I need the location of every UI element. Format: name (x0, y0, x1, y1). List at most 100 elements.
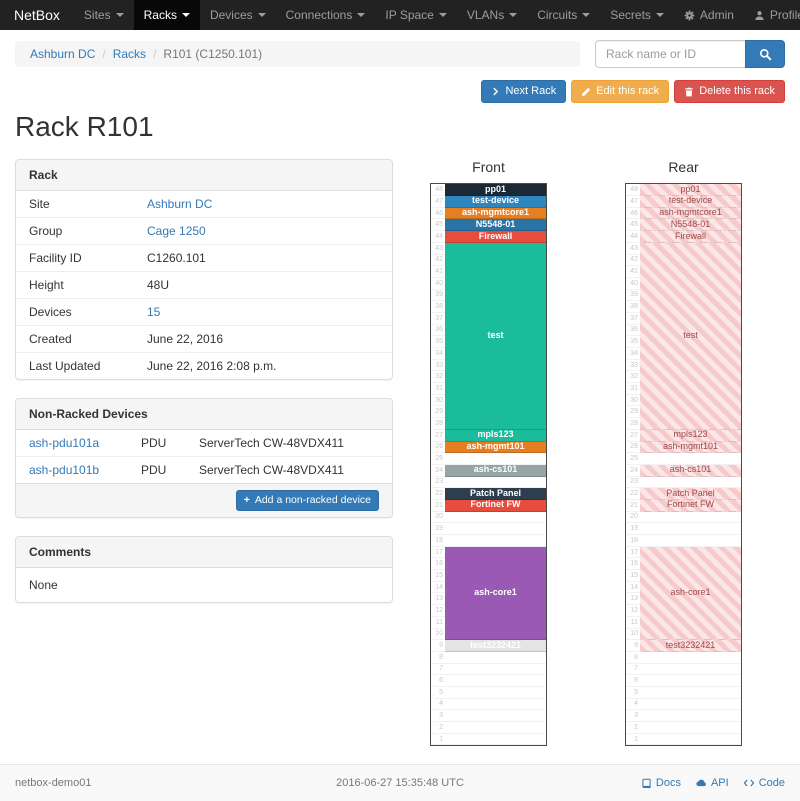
rack-unit-slot[interactable]: 7 (626, 664, 741, 676)
attr-value-link[interactable]: Ashburn DC (147, 197, 213, 212)
cloud-icon (696, 780, 706, 787)
device-test-device[interactable]: test-device (445, 196, 546, 208)
device-n5548-01[interactable]: N5548-01 (640, 219, 741, 232)
rack-unit-slot[interactable]: 5 (431, 687, 546, 699)
footer-link-label: API (710, 777, 729, 790)
nav-item-secrets[interactable]: Secrets (600, 0, 674, 30)
search-button[interactable] (745, 40, 785, 68)
device-fortinet-fw[interactable]: Fortinet FW (445, 499, 546, 512)
rack-unit-slot[interactable]: 23 (431, 477, 546, 489)
rack-unit-slot[interactable]: 7 (431, 664, 546, 676)
rack-unit-slot[interactable]: 19 (626, 523, 741, 536)
breadcrumb-link-racks[interactable]: Racks (112, 47, 147, 61)
device-test3232421[interactable]: test3232421 (640, 640, 741, 652)
nav-item-vlans[interactable]: VLANs (457, 0, 527, 30)
footer-link-label: Docs (655, 777, 681, 790)
rack-unit-slot[interactable]: 1 (626, 734, 741, 746)
unit-number: 33 (435, 361, 443, 369)
rack-unit-slot[interactable]: 2 (431, 722, 546, 734)
rack-unit-slot[interactable]: 4 (626, 699, 741, 711)
device-test-device[interactable]: test-device (640, 196, 741, 208)
nav-item-connections[interactable]: Connections (276, 0, 376, 30)
nav-profile[interactable]: Profile (744, 0, 800, 30)
attr-value-link[interactable]: 15 (147, 305, 161, 320)
device-link[interactable]: ash-pdu101a (29, 436, 100, 451)
rack-unit-slot[interactable]: 2 (626, 722, 741, 734)
attr-value: June 22, 2016 (134, 325, 392, 353)
rack-unit-slot[interactable]: 4 (431, 699, 546, 711)
rack-unit-slot[interactable]: 18 (626, 535, 741, 547)
breadcrumb-divider: / (102, 47, 106, 61)
nav-item-racks[interactable]: Racks (133, 0, 200, 30)
attr-label: Site (29, 197, 50, 212)
nav-item-circuits[interactable]: Circuits (527, 0, 600, 30)
edit-rack-button[interactable]: Edit this rack (571, 80, 670, 104)
device-test[interactable]: test (640, 242, 741, 430)
nav-item-sites[interactable]: Sites (74, 0, 134, 30)
rack-unit-slot[interactable]: 8 (431, 652, 546, 664)
device-pp01[interactable]: pp01 (640, 184, 741, 197)
device-ash-core1[interactable]: ash-core1 (640, 546, 741, 641)
device-ash-mgmtcore1[interactable]: ash-mgmtcore1 (640, 207, 741, 220)
device-firewall[interactable]: Firewall (640, 231, 741, 243)
rack-unit-slot[interactable]: 25 (431, 453, 546, 465)
rack-unit-slot[interactable]: 3 (626, 710, 741, 723)
delete-rack-button[interactable]: Delete this rack (674, 80, 785, 104)
device-ash-cs101[interactable]: ash-cs101 (445, 464, 546, 477)
attr-value: 15 (134, 298, 392, 326)
device-test[interactable]: test (445, 242, 546, 430)
device-patch-panel[interactable]: Patch Panel (640, 488, 741, 500)
rack-unit-slot[interactable]: 6 (431, 675, 546, 687)
front-rack-frame: 48 47 46 45 44 43 42 41 40 39 38 37 36 35 34 33 32 31 30 29… (430, 183, 547, 747)
attr-value-link[interactable]: Cage 1250 (147, 224, 206, 239)
rack-unit-slot[interactable]: 1 (431, 734, 546, 746)
unit-number: 10 (435, 630, 443, 638)
rack-unit-slot[interactable]: 20 (626, 512, 741, 524)
device-pp01[interactable]: pp01 (445, 184, 546, 197)
footer-link-docs[interactable]: Docs (641, 777, 681, 789)
rack-attr-row: Last Updated June 22, 2016 2:08 p.m. (16, 352, 392, 380)
rack-unit-slot[interactable]: 8 (626, 652, 741, 664)
device-ash-mgmt101[interactable]: ash-mgmt101 (640, 441, 741, 454)
device-mpls123[interactable]: mpls123 (445, 429, 546, 442)
device-label: N5548-01 (670, 219, 711, 229)
next-rack-button[interactable]: Next Rack (481, 80, 567, 104)
device-firewall[interactable]: Firewall (445, 231, 546, 243)
rack-unit-slot[interactable]: 25 (626, 453, 741, 465)
search-input[interactable] (595, 40, 745, 68)
unit-number: 1 (634, 735, 638, 743)
rack-unit-slot[interactable]: 19 (431, 523, 546, 536)
rack-unit-slot[interactable]: 20 (431, 512, 546, 524)
unit-number: 29 (435, 408, 443, 416)
footer-link-api[interactable]: API (695, 777, 729, 789)
device-label: mpls123 (477, 429, 514, 440)
device-ash-mgmt101[interactable]: ash-mgmt101 (445, 441, 546, 454)
rack-unit-slot[interactable]: 23 (626, 477, 741, 489)
brand[interactable]: NetBox (14, 7, 60, 23)
device-n5548-01[interactable]: N5548-01 (445, 219, 546, 232)
unit-number: 29 (630, 408, 638, 416)
rack-unit-slot[interactable]: 18 (431, 535, 546, 547)
device-ash-core1[interactable]: ash-core1 (445, 546, 546, 641)
device-ash-cs101[interactable]: ash-cs101 (640, 464, 741, 477)
breadcrumb-link-ashburn-dc[interactable]: Ashburn DC (30, 47, 96, 61)
rack-unit-slot[interactable]: 6 (626, 675, 741, 687)
rack-unit-slot[interactable]: 5 (626, 687, 741, 699)
device-test3232421[interactable]: test3232421 (445, 640, 546, 652)
caret-down-icon (582, 13, 591, 17)
device-ash-mgmtcore1[interactable]: ash-mgmtcore1 (445, 207, 546, 220)
device-patch-panel[interactable]: Patch Panel (445, 488, 546, 500)
device-fortinet-fw[interactable]: Fortinet FW (640, 499, 741, 512)
nav-item-ip-space[interactable]: IP Space (375, 0, 456, 30)
caret-down-icon (509, 13, 518, 17)
add-nonracked-device-button[interactable]: + Add a non-racked device (235, 490, 379, 512)
unit-number: 41 (630, 268, 638, 276)
nav-admin[interactable]: Admin (674, 0, 744, 30)
nav-item-devices[interactable]: Devices (200, 0, 276, 30)
comments-panel: Comments None (15, 536, 393, 604)
footer-link-code[interactable]: Code (743, 777, 785, 789)
device-mpls123[interactable]: mpls123 (640, 429, 741, 442)
rack-unit-slot[interactable]: 3 (431, 710, 546, 723)
device-link[interactable]: ash-pdu101b (29, 463, 100, 478)
nav-item-label: Profile (769, 8, 800, 22)
